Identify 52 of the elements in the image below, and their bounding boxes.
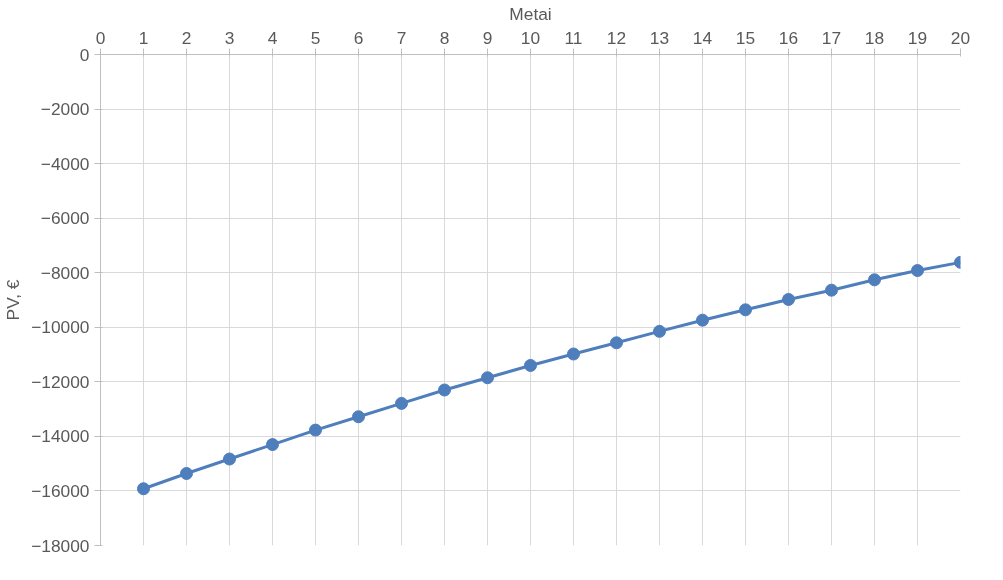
point bbox=[696, 313, 709, 327]
x-tick-label: 11 bbox=[564, 27, 583, 48]
x-tick-label: 7 bbox=[396, 27, 407, 48]
point bbox=[137, 482, 150, 496]
x-axis-title: Metai bbox=[509, 3, 552, 24]
y-tick-label: −6000 bbox=[40, 208, 90, 229]
point bbox=[567, 347, 580, 361]
point bbox=[352, 410, 365, 424]
x-tick-label: 2 bbox=[181, 27, 192, 48]
y-tick-label: −8000 bbox=[40, 262, 90, 283]
y-tick-label: −4000 bbox=[40, 153, 90, 174]
y-tick-label: −16000 bbox=[31, 480, 90, 501]
x-tick-label: 5 bbox=[310, 27, 321, 48]
x-tick-label: 17 bbox=[821, 27, 842, 48]
point bbox=[395, 396, 408, 410]
x-tick-label: 10 bbox=[520, 27, 541, 48]
y-tick-label: −10000 bbox=[31, 317, 90, 338]
point bbox=[653, 324, 666, 338]
point bbox=[782, 292, 795, 306]
x-tick-label: 3 bbox=[224, 27, 235, 48]
point bbox=[309, 423, 322, 437]
point bbox=[610, 336, 623, 350]
point bbox=[524, 358, 537, 372]
point bbox=[868, 273, 881, 287]
x-tick-label: 18 bbox=[864, 27, 885, 48]
point bbox=[481, 371, 494, 385]
x-tick-label: 14 bbox=[692, 27, 713, 48]
point bbox=[438, 383, 451, 397]
x-tick-label: 15 bbox=[735, 27, 756, 48]
x-tick-label: 4 bbox=[267, 27, 278, 48]
y-tick-label: −12000 bbox=[31, 371, 90, 392]
y-tick-label: −18000 bbox=[31, 535, 90, 556]
point bbox=[911, 264, 924, 278]
y-tick-label: −2000 bbox=[40, 99, 90, 120]
point bbox=[266, 438, 279, 452]
x-tick-label: 1 bbox=[138, 27, 149, 48]
x-tick-label: 19 bbox=[907, 27, 928, 48]
y-axis-title: PV, € bbox=[3, 279, 24, 321]
x-tick-label: 20 bbox=[950, 27, 971, 48]
point bbox=[180, 467, 193, 480]
y-tick-label: −14000 bbox=[31, 426, 90, 447]
x-tick-label: 8 bbox=[439, 27, 450, 48]
y-tick-label: 0 bbox=[79, 44, 90, 65]
point bbox=[223, 452, 236, 466]
x-tick-label: 13 bbox=[649, 27, 670, 48]
x-tick-label: 0 bbox=[95, 27, 106, 48]
x-tick-label: 9 bbox=[482, 27, 493, 48]
point bbox=[739, 303, 752, 317]
x-tick-label: 16 bbox=[778, 27, 799, 48]
point bbox=[825, 283, 838, 297]
x-tick-label: 12 bbox=[606, 27, 627, 48]
x-tick-label: 6 bbox=[353, 27, 364, 48]
